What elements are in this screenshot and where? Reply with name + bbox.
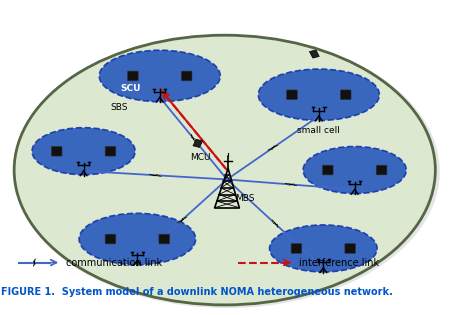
Ellipse shape <box>303 146 406 193</box>
FancyBboxPatch shape <box>128 71 138 81</box>
FancyBboxPatch shape <box>322 165 333 175</box>
FancyBboxPatch shape <box>291 243 302 253</box>
Text: SCU: SCU <box>120 84 141 93</box>
Ellipse shape <box>32 128 135 175</box>
Text: interference link: interference link <box>299 258 379 267</box>
FancyBboxPatch shape <box>345 243 356 253</box>
Polygon shape <box>191 134 195 143</box>
Text: MCU: MCU <box>190 153 210 162</box>
FancyBboxPatch shape <box>105 234 116 244</box>
Polygon shape <box>285 183 297 186</box>
Text: communication link: communication link <box>66 258 162 267</box>
Polygon shape <box>177 217 187 223</box>
Ellipse shape <box>270 225 377 272</box>
Polygon shape <box>267 145 278 150</box>
FancyBboxPatch shape <box>159 234 170 244</box>
Polygon shape <box>149 174 162 176</box>
Text: SBS: SBS <box>111 103 128 112</box>
FancyBboxPatch shape <box>105 146 116 156</box>
FancyBboxPatch shape <box>376 165 387 175</box>
Text: FIGURE 1.  System model of a downlink NOMA heterogeneous network.: FIGURE 1. System model of a downlink NOM… <box>0 287 392 297</box>
FancyBboxPatch shape <box>287 90 297 100</box>
Ellipse shape <box>79 213 196 265</box>
Polygon shape <box>33 259 36 266</box>
Ellipse shape <box>14 35 435 305</box>
FancyBboxPatch shape <box>340 90 351 100</box>
Ellipse shape <box>14 35 440 308</box>
Text: MBS: MBS <box>235 193 255 203</box>
Polygon shape <box>310 50 319 58</box>
Polygon shape <box>273 220 278 228</box>
FancyBboxPatch shape <box>182 71 192 81</box>
Polygon shape <box>193 139 203 147</box>
FancyBboxPatch shape <box>51 146 62 156</box>
Ellipse shape <box>258 69 379 121</box>
Ellipse shape <box>99 50 220 102</box>
Text: small cell: small cell <box>297 126 340 135</box>
